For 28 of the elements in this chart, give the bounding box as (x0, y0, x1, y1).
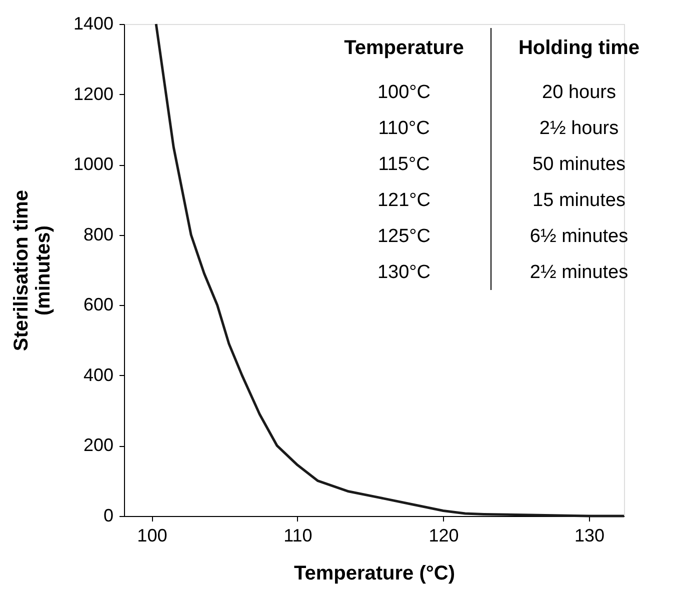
y-axis-title: Sterilisation time (minutes) (10, 190, 54, 352)
annotation: 50 minutes (532, 154, 626, 175)
annotation: 100°C (377, 82, 431, 103)
annotation: 121°C (377, 190, 431, 211)
x-tick-label: 100 (137, 526, 168, 546)
annotation: 6½ minutes (530, 226, 628, 247)
annotation: 125°C (377, 226, 431, 247)
y-tick-label: 600 (83, 294, 114, 315)
annotation: 115°C (378, 154, 430, 175)
y-tick-label: 1000 (73, 154, 114, 174)
annotation: 20 hours (542, 82, 616, 103)
y-tick-label: 1200 (73, 84, 114, 104)
x-tick-label: 130 (574, 526, 605, 546)
y-tick-label: 400 (83, 364, 114, 385)
annotation: 110°C (378, 118, 430, 139)
annotation: Temperature (344, 37, 464, 59)
annotation: 15 minutes (532, 190, 626, 211)
annotation: 2½ hours (539, 118, 619, 139)
annotation: 130°C (377, 262, 431, 283)
y-tick-label: 200 (83, 435, 114, 456)
y-tick-label: 1400 (73, 14, 114, 34)
annotation: 2½ minutes (530, 262, 628, 283)
x-tick-label: 120 (428, 526, 459, 546)
annotation: Holding time (518, 37, 640, 59)
y-tick-label: 0 (103, 506, 114, 526)
y-tick-label: 800 (83, 224, 114, 244)
x-axis-title: Temperature (°C) (294, 562, 455, 584)
x-tick-label: 110 (284, 526, 312, 546)
